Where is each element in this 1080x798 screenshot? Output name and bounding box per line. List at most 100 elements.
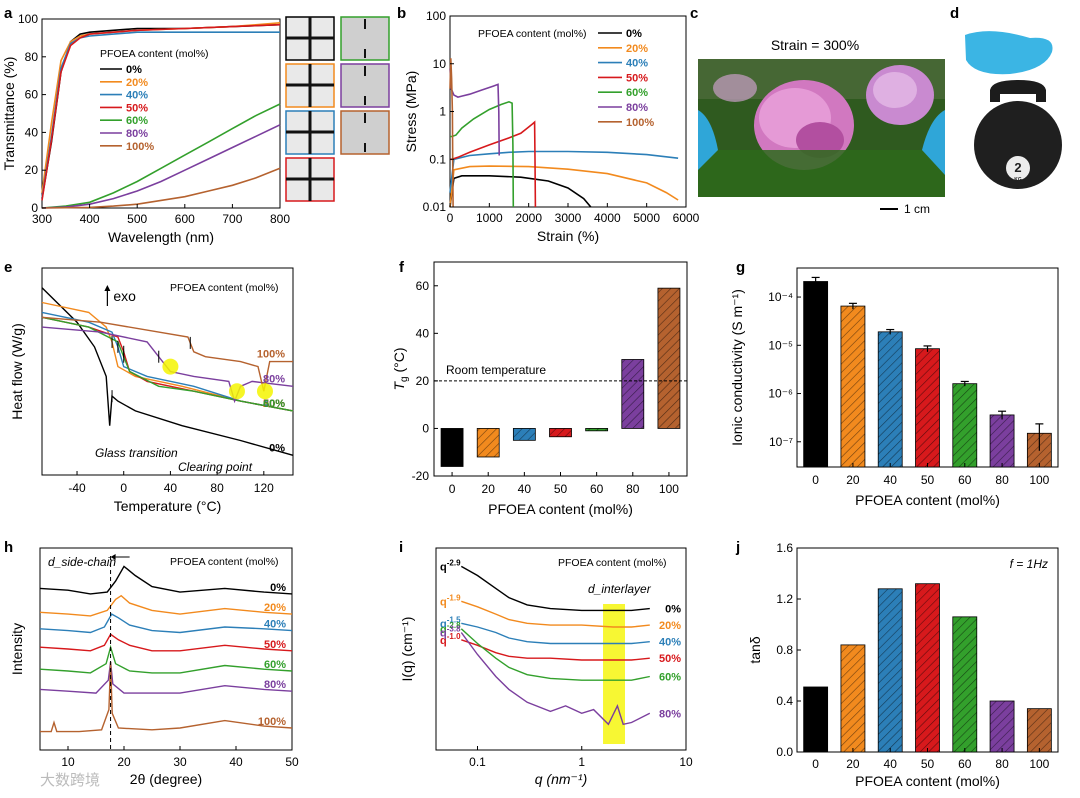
y-tick-label: 1.2	[776, 592, 793, 606]
series-label-50%: 50%	[264, 639, 286, 651]
legend-label-20%: 20%	[626, 43, 648, 55]
series-label-0%: 0%	[269, 442, 285, 454]
clearing-point-marker	[162, 358, 179, 375]
x-tick-label: 0	[812, 473, 819, 487]
kettlebell	[974, 101, 1062, 189]
legend-label-50%: 50%	[126, 102, 148, 114]
series-line-60%	[460, 628, 650, 681]
y-tick-label: 1	[439, 105, 446, 119]
clearing-point-marker	[256, 383, 273, 400]
bar-0	[803, 281, 829, 468]
series-line-40%	[449, 150, 679, 193]
legend-label-100%: 100%	[126, 141, 154, 153]
series-line-80%	[41, 124, 281, 209]
y-tick-label: 80	[25, 50, 39, 64]
series-line-50%	[461, 639, 650, 661]
legend-label-80%: 80%	[126, 128, 148, 140]
x-tick-label: 100	[1029, 473, 1049, 487]
x-tick-label: 20	[117, 755, 131, 769]
bar-40	[877, 588, 903, 753]
x-tick-label: 500	[127, 212, 147, 226]
x-tick-label: 6000	[673, 211, 700, 225]
x-tick-label: 2000	[515, 211, 542, 225]
x-tick-label: 10	[679, 755, 693, 769]
chart-f: f 0 20 40 50 60 80 100 -20 0 20 40 60 Room temperatur…	[391, 259, 688, 517]
x-tick-label: 20	[846, 473, 860, 487]
series-line-20%	[39, 594, 293, 617]
panel-label-c: c	[690, 5, 698, 22]
chart-h: h 10 20 30 40 50 2θ (degree) Intensity d_side-ch…	[4, 539, 299, 787]
legend-label-40%: 40%	[626, 58, 648, 70]
series-label-60%: 60%	[263, 398, 285, 410]
y-axis-label: Transmittance (%)	[1, 57, 17, 171]
series-label-20%: 20%	[263, 398, 285, 410]
bar-50	[915, 348, 940, 468]
y-tick-label: 0.4	[776, 694, 793, 708]
x-tick-label: 0	[120, 481, 127, 495]
kettlebell-handle	[990, 80, 1046, 102]
plot-frame	[41, 267, 294, 476]
x-tick-label: 700	[222, 212, 242, 226]
series-label-20%: 20%	[659, 620, 681, 632]
y-tick-label: 20	[416, 374, 430, 388]
series-line-20%	[461, 600, 650, 628]
x-tick-label: 3000	[555, 211, 582, 225]
legend-title: PFOEA content (mol%)	[100, 48, 209, 60]
series-line-80%	[449, 68, 500, 156]
x-tick-label: 20	[846, 757, 860, 771]
legend-label-0%: 0%	[126, 64, 142, 76]
legend-title: PFOEA content (mol%)	[170, 282, 279, 294]
frequency-label: f = 1Hz	[1010, 557, 1048, 571]
x-tick-label: 60	[958, 757, 972, 771]
x-tick-label: 40	[884, 473, 898, 487]
chart-e: e -40 0 40 80 120 Temperature (°C) Heat flow (W…	[4, 259, 294, 514]
x-tick-label: 40	[229, 755, 243, 769]
series-label-0%: 0%	[270, 582, 286, 594]
series-line-80%	[41, 326, 294, 404]
series-line-0%	[460, 565, 650, 612]
kettlebell-label: 2	[1014, 160, 1021, 175]
legend-label-50%: 50%	[626, 72, 648, 84]
series-line-20%	[41, 301, 294, 412]
chart-a: a 300 400 500 600 700 800 0 20 40 60 80 100 Wavelengt…	[1, 5, 290, 245]
plot-frame	[41, 18, 281, 209]
x-tick-label: -40	[68, 481, 86, 495]
series-line-0%	[39, 565, 293, 595]
y-axis-label: Stress (MPa)	[403, 71, 419, 153]
series-label-100%: 100%	[258, 716, 286, 728]
y-tick-label: -20	[412, 469, 430, 483]
series-line-60%	[39, 644, 293, 674]
bar-0	[440, 428, 464, 467]
x-tick-label: 40	[884, 757, 898, 771]
x-tick-label: 50	[921, 757, 935, 771]
series-label-50%: 50%	[659, 653, 681, 665]
y-tick-label: 10⁻⁵	[768, 338, 793, 352]
series-line-50%	[450, 120, 537, 208]
y-tick-label: 100	[18, 12, 38, 26]
series-line-40%	[41, 311, 294, 412]
x-axis-label: PFOEA content (mol%)	[488, 501, 633, 517]
panel-label-h: h	[4, 539, 13, 556]
panel-label-d: d	[950, 5, 959, 22]
interlayer-highlight	[603, 604, 626, 744]
series-label-60%: 60%	[659, 672, 681, 684]
y-tick-label: 10⁻⁴	[768, 290, 793, 304]
y-tick-label: 0.1	[429, 152, 446, 166]
legend-title: PFOEA content (mol%)	[478, 28, 587, 40]
series-label-80%: 80%	[659, 708, 681, 720]
panel-label-e: e	[4, 259, 12, 276]
x-tick-label: 0	[449, 482, 456, 496]
x-tick-label: 0	[447, 211, 454, 225]
shift-arrow-head	[110, 554, 116, 560]
bar-60	[585, 428, 609, 432]
x-tick-label: 20	[482, 482, 496, 496]
x-tick-label: 40	[164, 481, 178, 495]
panel-label-a: a	[4, 5, 13, 22]
legend-title: PFOEA content (mol%)	[170, 556, 279, 568]
chart-j: j 0 20 40 50 60 80 100 0.0 0.4 0.8 1.2 1.6 PFOEA cont…	[735, 539, 1059, 789]
panel-label-j: j	[735, 539, 740, 556]
bar-40	[512, 428, 536, 441]
series-line-50%	[41, 23, 281, 201]
y-tick-label: 10	[433, 57, 447, 71]
